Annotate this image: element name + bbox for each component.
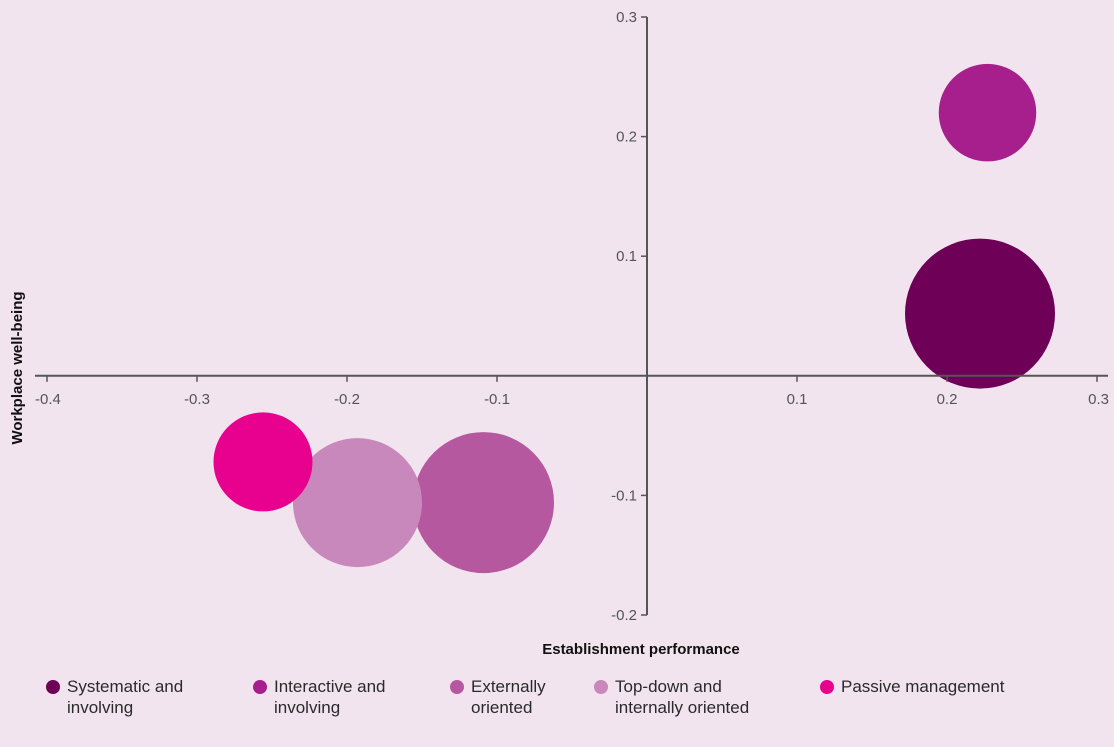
legend-swatch — [253, 680, 267, 694]
legend-swatch — [594, 680, 608, 694]
legend-label: Interactive and involving — [274, 677, 386, 717]
x-tick-label: -0.2 — [334, 391, 360, 408]
legend-label: Top-down and internally oriented — [615, 677, 750, 717]
legend-item-3: Top-down and internally oriented — [594, 676, 749, 718]
y-tick-label: -0.1 — [611, 487, 637, 504]
bubble-0 — [905, 238, 1055, 389]
legend-label: Passive management — [841, 677, 1005, 696]
bubble-3 — [293, 438, 422, 568]
legend: Systematic and involving Interactive and … — [46, 676, 1106, 742]
legend-item-1: Interactive and involving — [253, 676, 386, 718]
tick-labels: -0.4 -0.3 -0.2 -0.1 0.1 0.2 0.3 0.3 0.2 0.1 -0.1 -0… — [35, 9, 1109, 624]
legend-item-0: Systematic and involving — [46, 676, 183, 718]
bubbles — [213, 63, 1055, 574]
x-tick-label: 0.2 — [937, 391, 958, 408]
x-tick-label: -0.4 — [35, 391, 61, 408]
x-tick-label: -0.1 — [484, 391, 510, 408]
x-tick-label: -0.3 — [184, 391, 210, 408]
x-axis-title: Establishment performance — [542, 641, 740, 658]
legend-swatch — [450, 680, 464, 694]
y-tick-label: 0.2 — [616, 129, 637, 146]
x-tick-label: 0.3 — [1088, 391, 1109, 408]
bubble-4 — [213, 412, 313, 512]
y-tick-label: -0.2 — [611, 607, 637, 624]
axes — [35, 16, 1108, 616]
y-tick-label: 0.3 — [616, 9, 637, 26]
legend-label: Systematic and involving — [67, 677, 184, 717]
y-axis-title: Workplace well-being — [9, 291, 26, 444]
bubble-1 — [938, 63, 1037, 162]
y-tick-label: 0.1 — [616, 248, 637, 265]
x-tick-label: 0.1 — [787, 391, 808, 408]
legend-item-2: Externally oriented — [450, 676, 546, 718]
bubble-2 — [413, 432, 554, 574]
legend-swatch — [46, 680, 60, 694]
legend-swatch — [820, 680, 834, 694]
legend-item-4: Passive management — [820, 676, 1004, 697]
legend-label: Externally oriented — [471, 677, 546, 717]
